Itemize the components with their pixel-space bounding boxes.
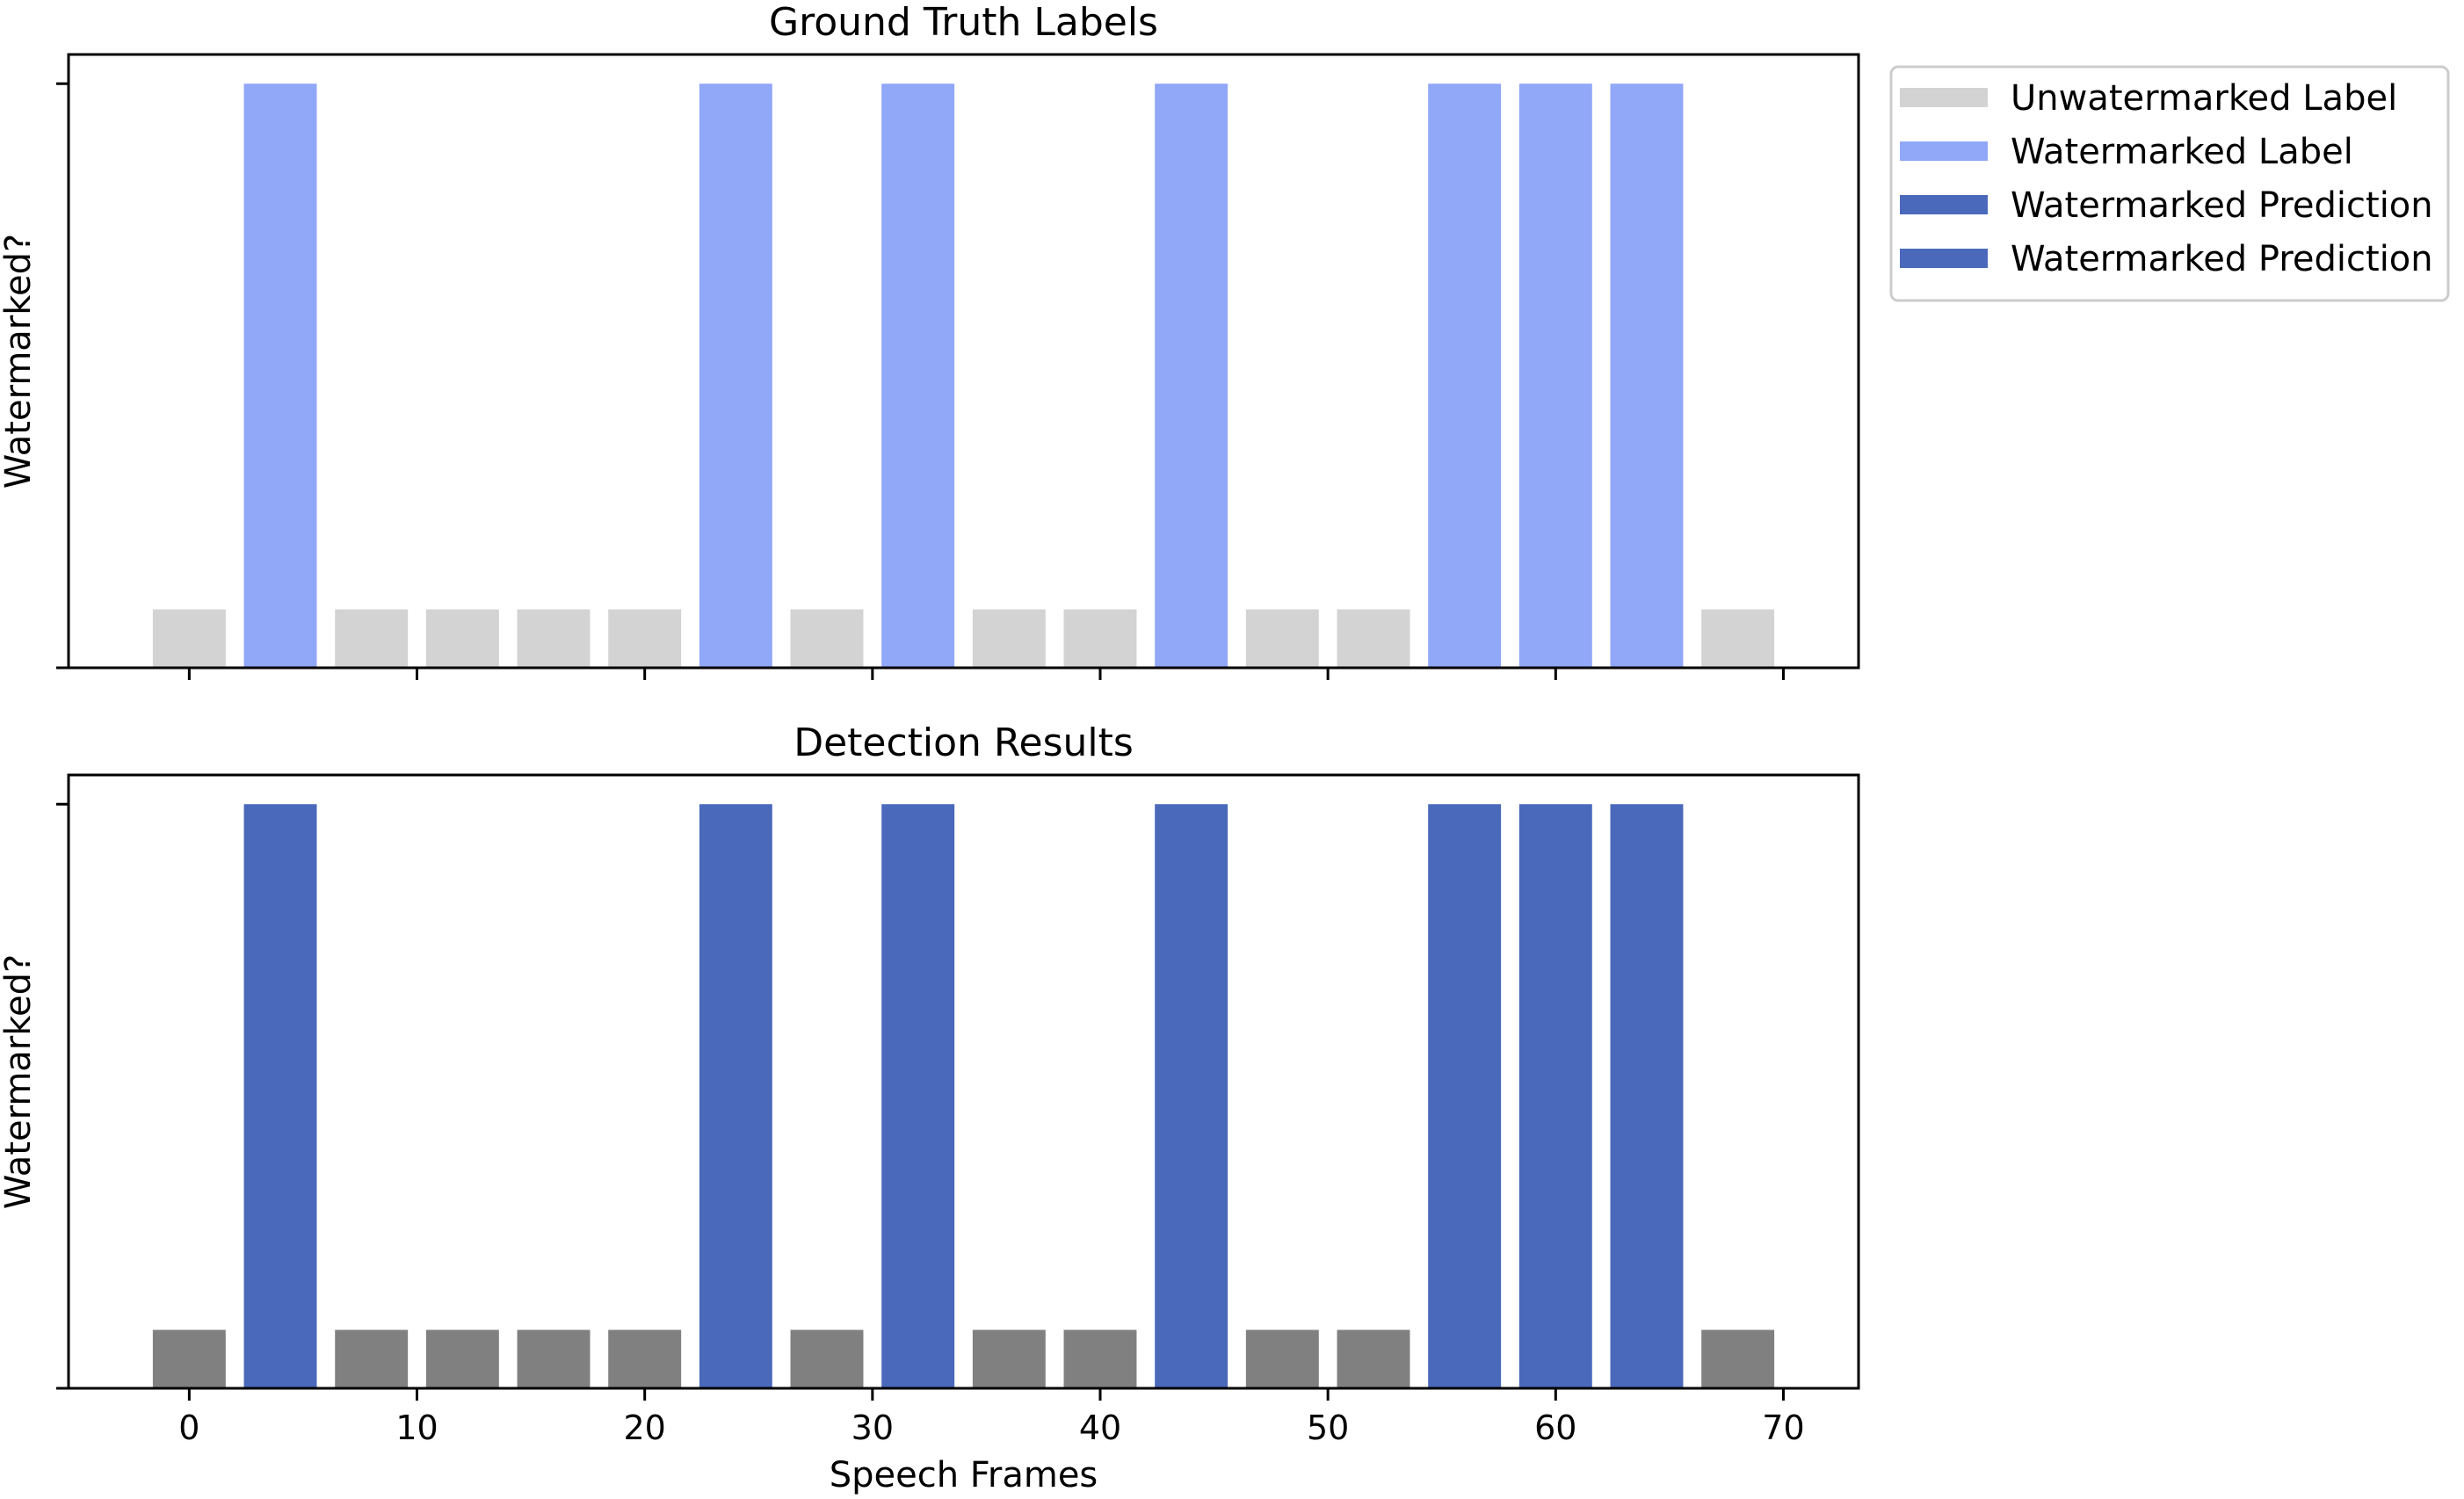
detection-bar-2 [335, 1329, 409, 1388]
ground-truth-bar-12 [1245, 609, 1319, 668]
ground-truth-bar-8 [881, 83, 955, 668]
ground-truth-bar-0 [152, 609, 226, 668]
detection-bar-9 [972, 1329, 1046, 1388]
x-tick-label-30: 30 [852, 1408, 894, 1447]
ground-truth-ticks [56, 82, 1785, 680]
ground-truth-bar-16 [1610, 83, 1684, 668]
detection-bar-15 [1518, 804, 1592, 1388]
x-axis-label: Speech Frames [830, 1455, 1098, 1495]
legend-label-3: Watermarked Prediction [2011, 239, 2433, 279]
x-tick-label-50: 50 [1307, 1408, 1349, 1447]
ground-truth-bar-9 [972, 609, 1046, 668]
detection-bar-6 [699, 804, 772, 1388]
ground-truth-bar-2 [335, 609, 409, 668]
detection-results-y-axis-label: Watermarked? [0, 954, 39, 1209]
ground-truth-bar-10 [1063, 609, 1137, 668]
detection-bar-14 [1428, 804, 1502, 1388]
detection-bar-16 [1610, 804, 1684, 1388]
detection-bar-1 [243, 804, 317, 1388]
legend-label-2: Watermarked Prediction [2011, 185, 2433, 226]
ground-truth-bar-6 [699, 83, 772, 668]
x-tick-label-10: 10 [395, 1408, 438, 1447]
detection-bar-0 [152, 1329, 226, 1388]
x-tick-label-60: 60 [1534, 1408, 1576, 1447]
legend-swatch-1 [1900, 141, 1988, 161]
detection-results-panel: 0 10 20 30 40 50 60 70 Detection Results Waterm… [0, 721, 1860, 1495]
detection-bar-3 [425, 1329, 499, 1388]
detection-bar-5 [608, 1329, 682, 1388]
ground-truth-bar-14 [1428, 83, 1502, 668]
legend-label-1: Watermarked Label [2011, 132, 2353, 172]
ground-truth-title: Ground Truth Labels [769, 0, 1158, 45]
ground-truth-bar-4 [517, 609, 591, 668]
ground-truth-panel: Ground Truth Labels Watermarked? [0, 0, 1860, 680]
detection-bar-7 [790, 1329, 864, 1388]
ground-truth-y-axis-label: Watermarked? [0, 234, 39, 489]
detection-bar-4 [517, 1329, 591, 1388]
detection-results-bars [152, 804, 1775, 1388]
x-tick-label-20: 20 [623, 1408, 665, 1447]
ground-truth-bar-5 [608, 609, 682, 668]
ground-truth-bar-3 [425, 609, 499, 668]
x-tick-label-40: 40 [1079, 1408, 1121, 1447]
detection-bar-12 [1245, 1329, 1319, 1388]
x-tick-label-0: 0 [178, 1408, 199, 1447]
detection-bar-8 [881, 804, 955, 1388]
ground-truth-bar-1 [243, 83, 317, 668]
ground-truth-bars [152, 83, 1775, 668]
ground-truth-bar-17 [1701, 609, 1775, 668]
detection-bar-13 [1337, 1329, 1410, 1388]
detection-results-title: Detection Results [794, 721, 1134, 765]
ground-truth-plot-frame [67, 53, 1860, 670]
detection-results-plot-frame [67, 773, 1860, 1390]
legend-swatch-3 [1900, 249, 1988, 268]
legend-label-0: Unwatermarked Label [2011, 78, 2397, 119]
ground-truth-bar-13 [1337, 609, 1410, 668]
detection-bar-11 [1155, 804, 1228, 1388]
detection-results-ticks: 0 10 20 30 40 50 60 70 [56, 802, 1805, 1447]
legend: Unwatermarked Label Watermarked Label Wate… [1889, 65, 2450, 302]
legend-swatch-0 [1900, 88, 1988, 107]
legend-frame [1889, 65, 2450, 302]
detection-bar-17 [1701, 1329, 1775, 1388]
ground-truth-bar-11 [1155, 83, 1228, 668]
ground-truth-bar-7 [790, 609, 864, 668]
x-tick-label-70: 70 [1762, 1408, 1804, 1447]
legend-swatch-2 [1900, 195, 1988, 214]
detection-bar-10 [1063, 1329, 1137, 1388]
legend-entries: Unwatermarked Label Watermarked Label Wate… [1900, 78, 2433, 279]
ground-truth-bar-15 [1518, 83, 1592, 668]
